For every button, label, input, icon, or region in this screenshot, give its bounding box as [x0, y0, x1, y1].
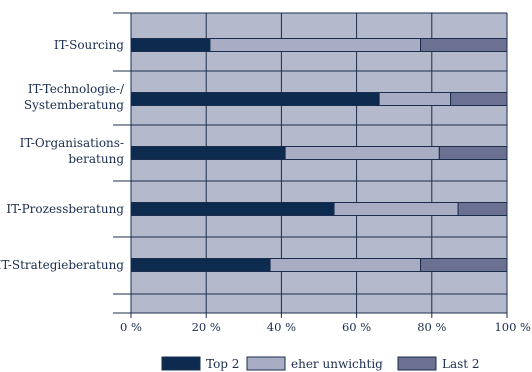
x-tick-label: 20 %: [192, 320, 221, 334]
legend-label: Last 2: [442, 357, 480, 371]
legend: Top 2 eher unwichtig Last 2: [161, 356, 480, 371]
category-label: Systemberatung: [24, 98, 124, 112]
axes: [113, 12, 508, 318]
bar-segment-3: [420, 38, 508, 52]
legend-swatch: [161, 356, 201, 371]
bar-segment-2: [284, 146, 440, 160]
bar-segment-1: [130, 146, 286, 160]
bar-segment-3: [457, 202, 508, 216]
bar-segment-2: [209, 38, 422, 52]
category-label: IT-Organisations-: [20, 136, 124, 150]
legend-swatch: [397, 356, 437, 371]
bar-segment-2: [378, 92, 452, 106]
bar-segment-2: [269, 258, 422, 272]
x-tick-label: 60 %: [342, 320, 371, 334]
x-tick-label: 100 %: [494, 320, 531, 334]
category-label: beratung: [68, 152, 124, 166]
category-label: IT-Prozessberatung: [6, 202, 124, 216]
x-tick-label: 40 %: [267, 320, 296, 334]
x-tick-labels: 0 % 20 % 40 % 60 % 80 % 100 %: [120, 320, 531, 334]
category-label: IT-Sourcing: [54, 38, 124, 52]
bar-segment-2: [333, 202, 459, 216]
category-labels: IT-Sourcing IT-Technologie-/ Systemberatun…: [0, 38, 125, 272]
bar-segment-1: [130, 202, 335, 216]
x-tick-label: 80 %: [417, 320, 446, 334]
bar-segment-3: [438, 146, 508, 160]
category-label: IT-Strategieberatung: [0, 258, 124, 272]
bar-segment-3: [450, 92, 508, 106]
legend-swatch: [246, 356, 286, 371]
x-tick-label: 0 %: [120, 320, 142, 334]
bar-segment-1: [130, 38, 211, 52]
legend-label: Top 2: [206, 357, 239, 371]
category-label: IT-Technologie-/: [28, 82, 125, 96]
bar-segment-1: [130, 92, 380, 106]
bar-segment-3: [420, 258, 508, 272]
legend-label: eher unwichtig: [291, 357, 383, 371]
bar-segment-1: [130, 258, 271, 272]
